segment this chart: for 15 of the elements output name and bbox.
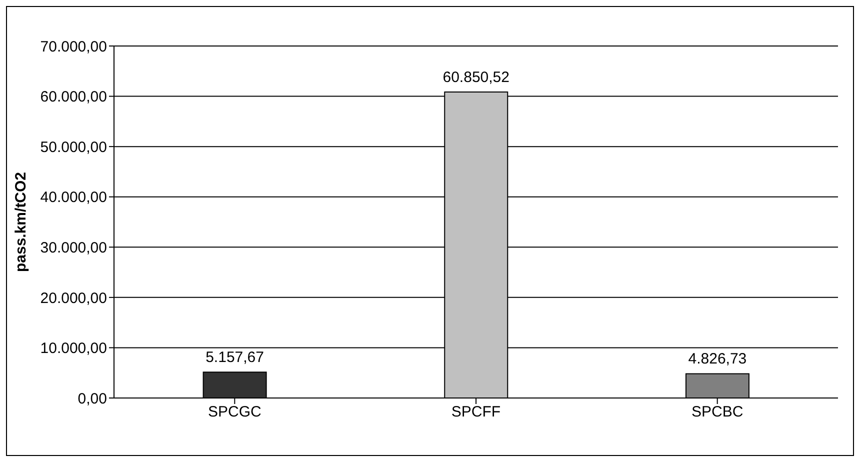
x-tick-label: SPCBC [691, 404, 744, 421]
x-tick-label: SPCFF [451, 404, 501, 421]
y-tick-label: 70.000,00 [40, 38, 107, 56]
y-tick-label: 20.000,00 [40, 290, 107, 307]
data-label: 4.826,73 [688, 350, 747, 368]
x-tick-label: SPCGC [208, 404, 262, 421]
y-axis-title: pass.km/tCO2 [12, 172, 30, 272]
y-tick-label: 0,00 [78, 390, 107, 408]
y-tick-label: 40.000,00 [40, 189, 107, 206]
y-tick-label: 30.000,00 [40, 239, 107, 256]
data-label: 5.157,67 [206, 349, 264, 366]
y-tick-label: 10.000,00 [40, 340, 107, 358]
data-label: 60.850,52 [442, 69, 510, 86]
y-tick-label: 50.000,00 [40, 138, 107, 156]
y-tick-label: 60.000,00 [40, 88, 107, 106]
